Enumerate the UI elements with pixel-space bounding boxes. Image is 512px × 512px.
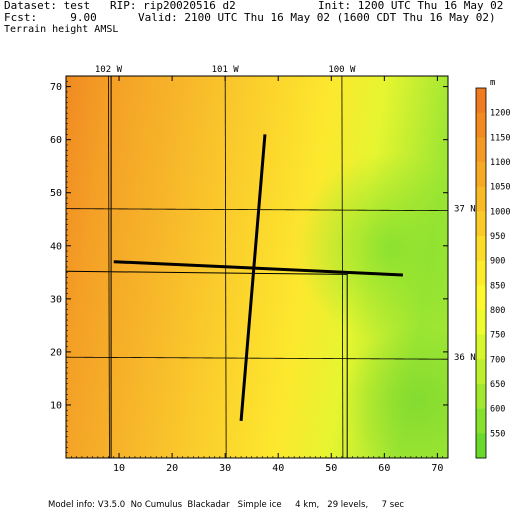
y-tick-label: 60 (50, 135, 62, 146)
init-time: Init: 1200 UTC Thu 16 May 02 (318, 0, 504, 12)
plot-axes: 10 20 30 40 50 60 70 10 20 30 40 50 60 70 (50, 75, 449, 474)
geographic-lines: 102 W 101 W 100 W 37 N 36 N (65, 65, 476, 459)
colorbar-level-label: 700 (490, 355, 505, 365)
parallel-label: 37 N (454, 205, 476, 215)
colorbar-swatch (476, 408, 486, 434)
colorbar-level-label: 800 (490, 306, 505, 316)
colorbar-level-label: 750 (490, 331, 505, 341)
valid-time: Valid: 2100 UTC Thu 16 May 02 (1600 CDT … (138, 11, 496, 24)
y-tick-label: 20 (50, 347, 62, 358)
colorbar-level-label: 1000 (490, 207, 510, 217)
model-info: Model info: V3.5.0 No Cumulus Blackadar … (48, 500, 405, 510)
terrain-shading (66, 76, 448, 458)
parallel-line (65, 356, 449, 360)
meridian-label: 101 W (212, 65, 240, 75)
colorbar-swatch (476, 310, 486, 336)
colorbar: m 1200 1150 1100 1050 1000 950 900 850 800 750 700 6… (475, 78, 510, 459)
colorbar-swatch (476, 186, 486, 212)
colorbar-swatch (476, 236, 486, 262)
meridian-line (341, 75, 344, 459)
meridian-line (108, 75, 110, 459)
forecast-hour-line: Fcst: 9.00 (4, 11, 97, 24)
y-tick-label: 40 (50, 241, 62, 252)
x-tick-label: 50 (325, 463, 337, 474)
colorbar-swatch (476, 260, 486, 286)
cross-section-line (113, 260, 403, 277)
parallel-line (65, 208, 449, 212)
colorbar-swatch (476, 137, 486, 163)
colorbar-level-label: 850 (490, 281, 505, 291)
y-tick-label: 70 (50, 82, 62, 93)
colorbar-swatch (476, 162, 486, 188)
colorbar-level-label: 950 (490, 232, 505, 242)
dataset-line: Dataset: test RIP: rip20020516 d2 (4, 0, 236, 12)
colorbar-swatch (476, 433, 486, 459)
state-border (65, 76, 348, 458)
y-tick-label: 30 (50, 294, 62, 305)
colorbar-swatch (476, 384, 486, 410)
colorbar-swatch (476, 211, 486, 237)
colorbar-level-label: 650 (490, 380, 505, 390)
meridian-label: 100 W (328, 65, 356, 75)
x-tick-label: 40 (272, 463, 284, 474)
x-tick-label: 20 (166, 463, 178, 474)
colorbar-level-label: 1150 (490, 133, 510, 143)
colorbar-level-label: 1200 (490, 109, 510, 119)
cross-section-line (239, 134, 267, 421)
colorbar-swatch (476, 112, 486, 138)
field-title: Terrain height AMSL (4, 24, 119, 35)
meridian-label: 102 W (95, 65, 123, 75)
colorbar-level-label: 1100 (490, 158, 510, 168)
x-tick-label: 60 (378, 463, 390, 474)
parallel-label: 36 N (454, 353, 476, 363)
colorbar-level-label: 1050 (490, 183, 510, 193)
cross-section-lines (113, 134, 403, 421)
x-tick-label: 10 (113, 463, 125, 474)
colorbar-swatch (476, 359, 486, 385)
colorbar-unit: m (490, 78, 495, 88)
colorbar-swatch (476, 334, 486, 360)
colorbar-swatch (476, 88, 486, 114)
colorbar-frame (475, 87, 487, 459)
colorbar-level-label: 550 (490, 429, 505, 439)
x-tick-label: 30 (219, 463, 231, 474)
x-tick-label: 70 (431, 463, 443, 474)
colorbar-level-label: 900 (490, 257, 505, 267)
colorbar-swatch (476, 285, 486, 311)
y-tick-label: 10 (50, 400, 62, 411)
y-tick-label: 50 (50, 188, 62, 199)
colorbar-level-label: 600 (490, 405, 505, 415)
